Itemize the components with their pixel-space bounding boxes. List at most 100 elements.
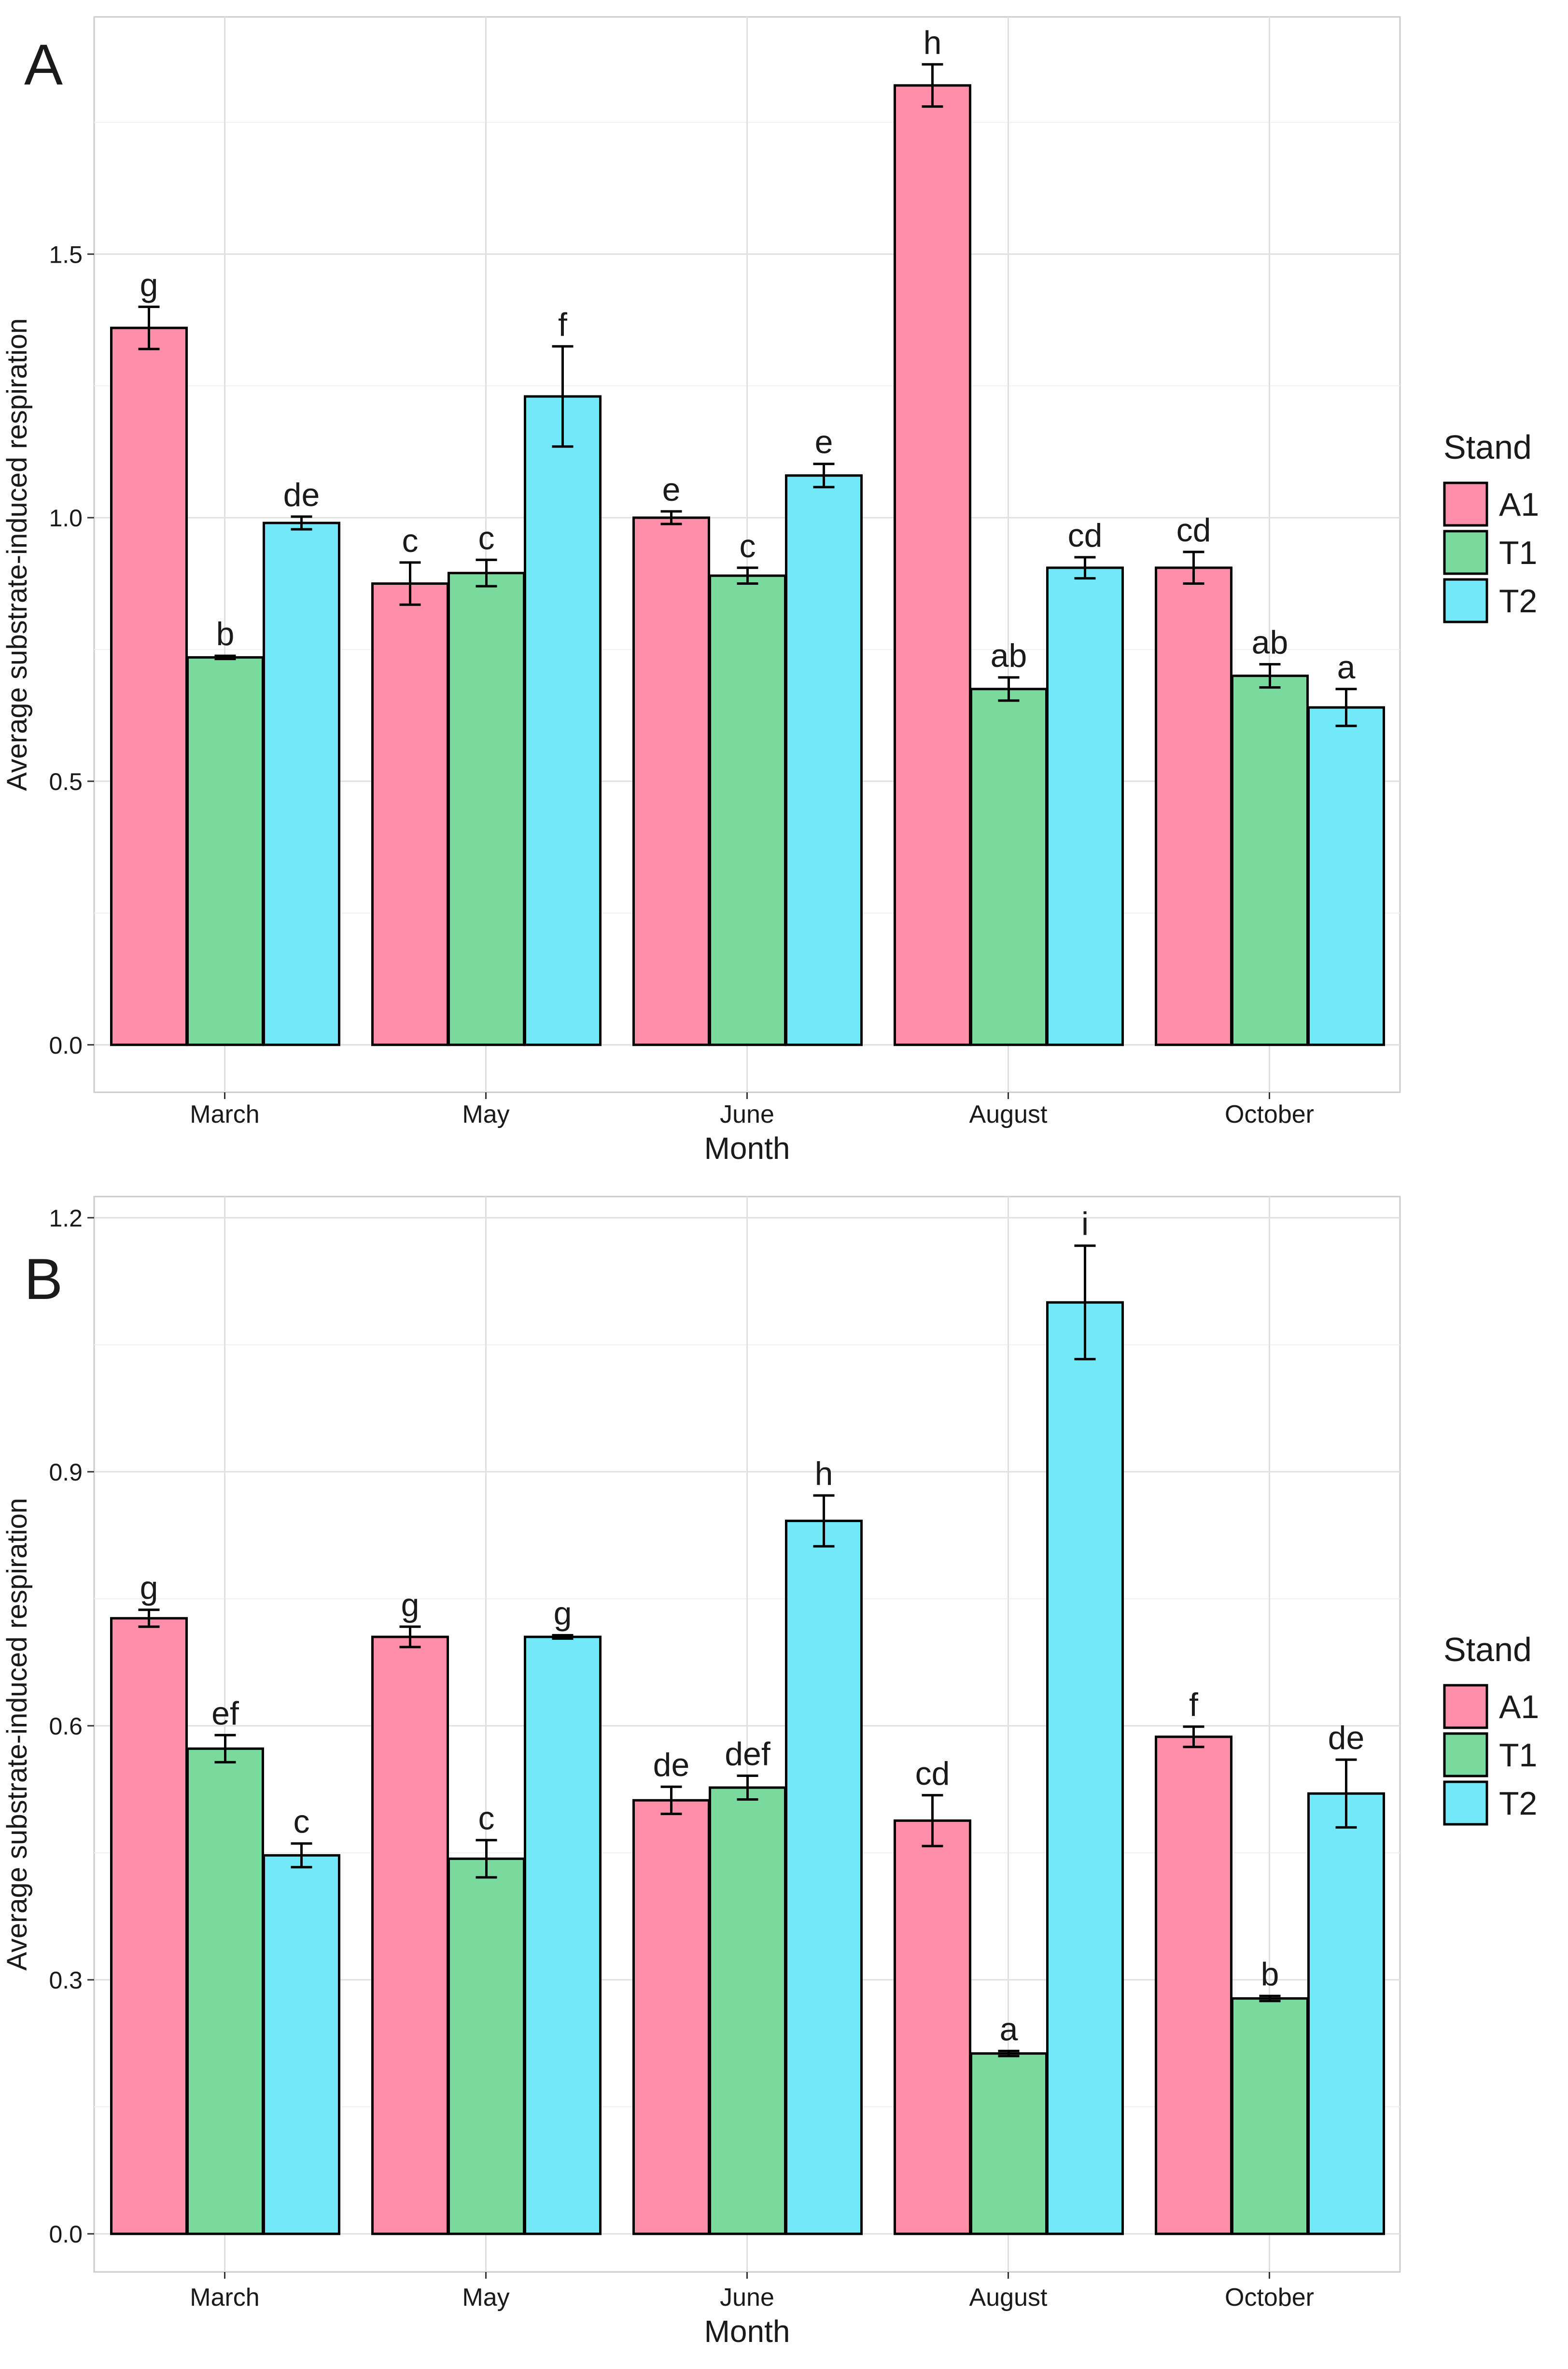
panel-a-y-axis-label: Average substrate-induced respiration — [1, 318, 33, 791]
bar-t2-october — [1307, 1792, 1385, 2235]
legend-label-a1: A1 — [1499, 486, 1539, 523]
x-tick-label: October — [1225, 1100, 1314, 1128]
significance-letter: ab — [991, 637, 1027, 674]
bar-t1-august — [970, 688, 1048, 1046]
y-tick-label: 1.0 — [49, 505, 83, 532]
legend-label-a1: A1 — [1499, 1689, 1539, 1725]
significance-letter: f — [1189, 1687, 1198, 1723]
bar-a1-june — [632, 1799, 710, 2235]
significance-letter: e — [662, 471, 681, 508]
bar-a1-june — [632, 516, 710, 1046]
bar-t1-october — [1231, 1997, 1309, 2235]
x-tick-label: March — [190, 2284, 259, 2312]
significance-letter: b — [1261, 1956, 1279, 1992]
legend-label-t2: T2 — [1499, 1785, 1537, 1822]
legend-key-a1 — [1443, 481, 1488, 527]
bar-t2-may — [524, 1636, 602, 2235]
x-tick-label: March — [190, 1100, 259, 1128]
error-bar — [1259, 1994, 1281, 2002]
significance-letter: i — [1081, 1206, 1089, 1242]
legend-label-t2: T2 — [1499, 583, 1537, 620]
significance-letter: g — [140, 267, 158, 303]
significance-letter: de — [1328, 1720, 1365, 1756]
bar-t2-june — [785, 1520, 863, 2235]
significance-letter: b — [216, 616, 235, 652]
y-tick-label: 0.0 — [49, 1032, 83, 1059]
y-tick-label: 0.9 — [49, 1459, 83, 1486]
error-bar — [998, 2049, 1020, 2058]
error-bar — [1074, 556, 1096, 580]
error-bar — [1183, 1725, 1204, 1749]
x-tick-label: August — [969, 2284, 1048, 2312]
error-bar — [813, 1494, 835, 1548]
legend-title: Stand — [1443, 1631, 1532, 1668]
bar-t2-may — [524, 395, 602, 1046]
bar-t1-august — [970, 2052, 1048, 2235]
panel-b: g g de cd f ef c def a b c g h i de 0.0 0.3 0.6 0.9 1.2 Mar… — [1, 1196, 1539, 2349]
panel-b-bars: g g de cd f ef c def a b c g h i de — [110, 1206, 1385, 2235]
y-tick-label: 0.3 — [49, 1967, 83, 1994]
error-bar — [1074, 1244, 1096, 1361]
panel-b-y-axis-label: Average substrate-induced respiration — [1, 1498, 33, 1971]
error-bar — [138, 305, 160, 351]
significance-letter: de — [653, 1747, 690, 1783]
significance-letter: cd — [915, 1755, 950, 1792]
y-tick-label: 0.0 — [49, 2221, 83, 2248]
x-tick-label: June — [720, 1100, 774, 1128]
bar-a1-may — [371, 582, 449, 1046]
panel-b-x-axis-label: Month — [704, 2314, 790, 2349]
panel-a: g c e h cd b c c ab ab de f e cd a 0.0 0.5 1.0 1.5 March Ma… — [1, 16, 1539, 1166]
panel-a-axis-ticks: 0.0 0.5 1.0 1.5 March May June August October — [49, 241, 1314, 1128]
error-bar — [1259, 663, 1281, 689]
bar-t1-may — [448, 1857, 525, 2235]
error-bar — [660, 510, 682, 525]
significance-letter: e — [815, 424, 833, 461]
error-bar — [399, 561, 421, 606]
y-tick-label: 1.5 — [49, 241, 83, 268]
panel-a-bars: g c e h cd b c c ab ab de f e cd a — [110, 24, 1385, 1046]
legend-label-t1: T1 — [1499, 1737, 1537, 1774]
significance-letter: c — [740, 528, 756, 564]
error-bar — [552, 345, 574, 448]
error-bar — [660, 1785, 682, 1815]
bar-t1-may — [448, 572, 525, 1046]
legend-key-a1 — [1443, 1684, 1488, 1729]
y-tick-label: 0.5 — [49, 768, 83, 795]
bar-a1-may — [371, 1636, 449, 2235]
significance-letter: ef — [211, 1695, 239, 1732]
x-tick-label: August — [969, 1100, 1048, 1128]
error-bar — [813, 463, 835, 489]
significance-letter: cd — [1068, 517, 1103, 554]
panel-a-legend: Stand A1 T1 T2 — [1443, 428, 1539, 623]
significance-letter: de — [283, 477, 320, 513]
bar-t2-june — [785, 474, 863, 1046]
significance-letter: c — [402, 522, 419, 559]
panel-b-legend: Stand A1 T1 T2 — [1443, 1631, 1539, 1826]
bar-a1-march — [110, 326, 188, 1046]
error-bar — [214, 654, 236, 661]
bar-a1-august — [894, 1819, 971, 2235]
error-bar — [214, 1734, 236, 1763]
legend-key-t2 — [1443, 578, 1488, 623]
error-bar — [1335, 688, 1357, 727]
bar-a1-august — [894, 84, 971, 1046]
bar-t2-march — [263, 1854, 340, 2235]
bar-t2-august — [1046, 1301, 1124, 2235]
error-bar — [998, 676, 1020, 702]
error-bar — [476, 558, 497, 588]
panel-b-axis-ticks: 0.0 0.3 0.6 0.9 1.2 March May June August October — [49, 1205, 1314, 2312]
significance-letter: c — [294, 1804, 310, 1840]
significance-letter: def — [725, 1735, 770, 1772]
significance-letter: g — [554, 1595, 572, 1632]
x-tick-label: May — [462, 2284, 509, 2312]
error-bar — [291, 515, 312, 531]
legend-key-t1 — [1443, 1732, 1488, 1777]
y-tick-label: 1.2 — [49, 1205, 83, 1232]
panel-b-tag: B — [24, 1247, 63, 1311]
significance-letter: g — [401, 1587, 420, 1623]
significance-letter: g — [140, 1570, 158, 1607]
y-tick-label: 0.6 — [49, 1713, 83, 1740]
bar-a1-october — [1155, 1735, 1232, 2235]
significance-letter: c — [478, 520, 495, 556]
significance-letter: a — [1337, 649, 1356, 686]
